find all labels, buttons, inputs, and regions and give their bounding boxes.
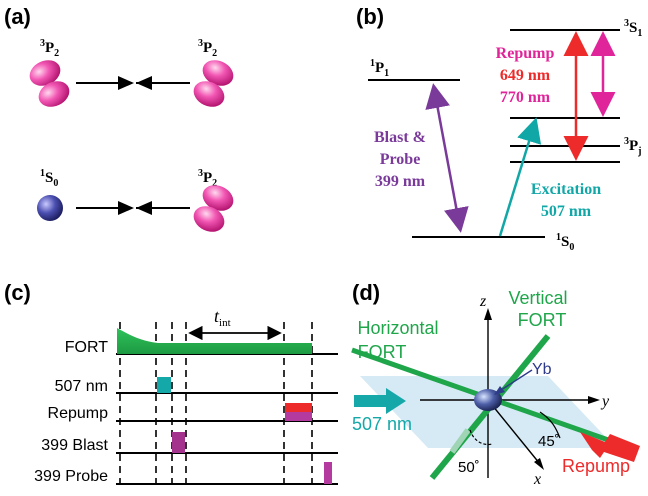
repump-wavelength-1: 649 nm [500,67,551,84]
arrow-blast-probe [425,83,469,233]
collision-arrows-bottom [76,201,190,215]
t-int-label: tint [214,306,231,329]
angle-arc-45 [539,411,561,439]
angle-arc-50 [469,429,493,446]
state-bottom-left: 1S0 [40,168,58,189]
beam-repump-arrow [580,432,640,462]
orbital-top-left [29,60,70,107]
axis-z-label: z [479,293,487,310]
state-top-right: 3P2 [198,38,217,59]
excitation-wavelength: 507 nm [541,203,592,220]
yb-label: Yb [532,361,552,378]
row-label-probe: 399 Probe [34,468,108,485]
panel-d: (d) z y x Vertical FORT H [351,280,640,488]
orbital-bottom-right [193,185,234,232]
pulse-repump-770 [285,412,312,421]
excitation-label: Excitation [531,181,601,198]
beam-repump-label: Repump [562,456,630,476]
repump-wavelength-2: 770 nm [500,89,551,106]
beam-vertical-fort-shadow [449,428,471,454]
panel-b-label: (b) [356,4,384,29]
label-1P1: 1P1 [370,58,389,79]
angle-50-label: 50˚ [458,459,480,476]
row-label-507: 507 nm [55,378,108,395]
axis-x [487,399,541,465]
label-3Pj: 3Pj [624,136,642,157]
panel-c-label: (c) [4,280,31,305]
vertical-fort-label-line2: FORT [518,310,567,330]
orbital-top-right [193,60,234,107]
blast-probe-line2: Probe [380,151,421,168]
panel-b: (b) 1P1 3S1 3Pj 1S0 Blast & Probe 399 nm… [356,4,642,253]
pulse-507 [157,377,171,393]
repump-label: Repump [496,45,555,62]
vertical-fort-label-line1: Vertical [508,288,567,308]
axis-y-label: y [600,393,610,410]
beam-507-head [386,388,406,414]
panel-a: (a) 3P2 3P2 1S0 3P2 [4,4,234,232]
horizontal-fort-label-line1: Horizontal [357,318,438,338]
row-label-blast: 399 Blast [41,437,108,454]
state-bottom-right: 3P2 [198,168,217,189]
arrow-excitation [498,117,542,237]
pulse-blast [172,432,185,453]
row-label-fort: FORT [65,339,108,356]
ground-state-atom [37,195,63,221]
beam-507-shaft [354,395,386,407]
panel-c: (c) FORT 507 nm Repump 399 Blast 399 Pro… [4,280,338,490]
angle-45-label: 45˚ [538,433,560,450]
pulse-probe [324,462,332,484]
panel-d-label: (d) [352,280,380,305]
blast-probe-line1: Blast & [374,129,426,146]
label-3S1: 3S1 [624,18,642,39]
fort-trace [117,328,312,354]
beam-507-label: 507 nm [352,414,412,434]
label-1S0: 1S0 [556,232,574,253]
panel-a-label: (a) [4,4,31,29]
collision-arrows-top [76,76,190,90]
axis-x-label: x [533,471,541,488]
row-label-repump: Repump [48,405,109,422]
blast-probe-wavelength: 399 nm [375,173,426,190]
state-top-left: 3P2 [40,38,59,59]
horizontal-fort-label-line2: FORT [358,342,407,362]
yb-pointer [497,369,533,393]
pulse-repump-649 [285,403,312,413]
